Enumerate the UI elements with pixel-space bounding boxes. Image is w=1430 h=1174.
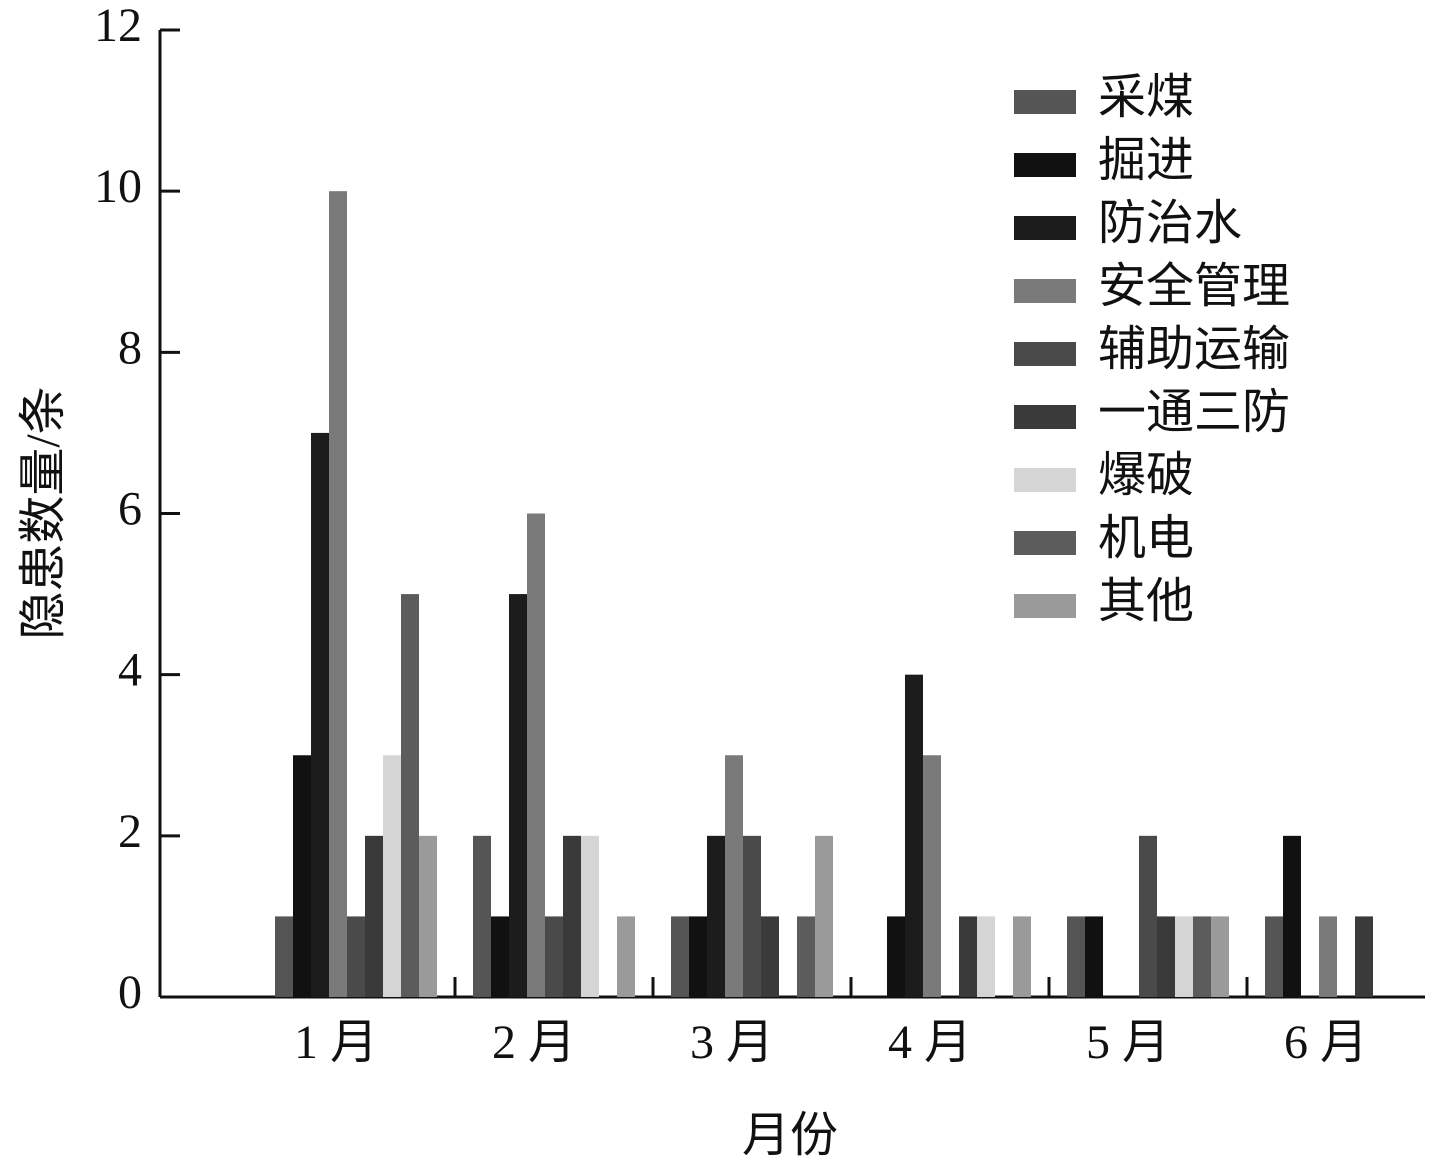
bar [491, 916, 509, 997]
bar [509, 594, 527, 997]
bar [689, 916, 707, 997]
bar [275, 916, 293, 997]
legend-label: 防治水 [1098, 197, 1242, 250]
bar [1265, 916, 1283, 997]
legend-label: 其他 [1098, 575, 1194, 628]
legend-swatch [1014, 342, 1076, 366]
bar [365, 835, 383, 997]
bar [383, 755, 401, 997]
x-tick-label: 5 月 [1086, 1016, 1170, 1069]
x-tick-label: 1 月 [294, 1016, 378, 1069]
bar [1283, 835, 1301, 997]
x-tick-label: 2 月 [492, 1016, 576, 1069]
bar [815, 835, 833, 997]
bar [1355, 916, 1373, 997]
legend-swatch [1014, 594, 1076, 618]
bar [743, 835, 761, 997]
bar [419, 835, 437, 997]
bar [959, 916, 977, 997]
legend-swatch [1014, 90, 1076, 114]
y-tick-label: 0 [118, 966, 142, 1019]
legend-label: 掘进 [1098, 134, 1194, 187]
bar [1193, 916, 1211, 997]
bar [923, 755, 941, 997]
bar [1157, 916, 1175, 997]
legend-swatch [1014, 531, 1076, 555]
legend-label: 辅助运输 [1098, 323, 1290, 376]
legend-label: 机电 [1098, 512, 1194, 565]
bar [545, 916, 563, 997]
bar [311, 432, 329, 998]
bar [1013, 916, 1031, 997]
y-tick-label: 10 [94, 160, 142, 213]
legend-label: 采煤 [1098, 71, 1194, 124]
bar [797, 916, 815, 997]
legend-swatch [1014, 279, 1076, 303]
legend-swatch [1014, 216, 1076, 240]
y-tick-label: 12 [94, 0, 142, 52]
bar [761, 916, 779, 997]
x-tick-label: 6 月 [1284, 1016, 1368, 1069]
legend-label: 爆破 [1098, 449, 1194, 502]
bar [887, 916, 905, 997]
bar [329, 191, 347, 997]
bar [905, 674, 923, 997]
bar [671, 916, 689, 997]
x-axis-label: 月份 [742, 1109, 838, 1162]
bar [293, 755, 311, 997]
bar [1211, 916, 1229, 997]
bar [563, 835, 581, 997]
x-tick-label: 4 月 [888, 1016, 972, 1069]
y-tick-label: 4 [118, 644, 142, 697]
y-tick-label: 8 [118, 321, 142, 374]
bar [527, 513, 545, 997]
bar [473, 835, 491, 997]
x-tick-label: 3 月 [690, 1016, 774, 1069]
y-tick-label: 6 [118, 483, 142, 536]
bar [347, 916, 365, 997]
legend-swatch [1014, 468, 1076, 492]
y-axis-label: 隐患数量/条 [17, 386, 70, 639]
legend-swatch [1014, 153, 1076, 177]
bar [1175, 916, 1193, 997]
bar [977, 916, 995, 997]
bar [707, 835, 725, 997]
legend-label: 安全管理 [1098, 260, 1290, 313]
bar [617, 916, 635, 997]
bar [1319, 916, 1337, 997]
bar [581, 835, 599, 997]
legend-label: 一通三防 [1098, 386, 1290, 439]
bar [401, 594, 419, 997]
bar [1067, 916, 1085, 997]
bar [1085, 916, 1103, 997]
bar [1139, 835, 1157, 997]
legend-swatch [1014, 405, 1076, 429]
bar [725, 755, 743, 997]
y-tick-label: 2 [118, 805, 142, 858]
